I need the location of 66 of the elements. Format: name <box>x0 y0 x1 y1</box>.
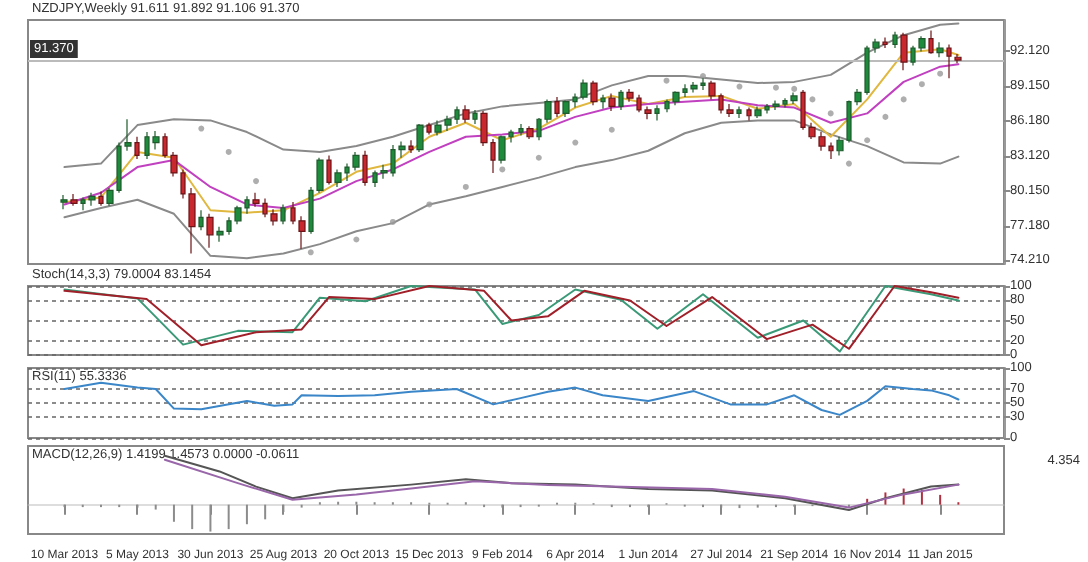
candlestick <box>690 81 698 93</box>
candlestick <box>526 125 534 140</box>
candlestick <box>518 123 524 137</box>
candlestick <box>498 134 506 165</box>
point <box>462 183 469 190</box>
candlestick <box>60 194 68 210</box>
point <box>736 83 743 90</box>
point <box>864 137 871 144</box>
candlestick <box>334 168 342 188</box>
candlestick <box>152 130 160 151</box>
candlestick <box>462 104 470 124</box>
candlestick <box>562 99 570 118</box>
point <box>918 81 925 88</box>
point <box>426 201 433 208</box>
candlestick <box>790 91 798 105</box>
point <box>253 178 260 185</box>
point <box>772 84 779 91</box>
point <box>663 77 670 84</box>
candlestick <box>772 99 780 111</box>
candlestick <box>882 36 888 49</box>
candlestick <box>954 53 962 64</box>
point <box>937 70 944 77</box>
candlestick <box>946 43 952 79</box>
point <box>608 126 615 133</box>
line-series <box>63 381 960 416</box>
point <box>307 249 314 256</box>
point <box>535 154 542 161</box>
candlestick <box>892 31 898 49</box>
candlestick <box>198 209 204 231</box>
candlestick <box>654 104 660 121</box>
candlestick <box>608 92 616 112</box>
point <box>353 236 360 243</box>
point <box>700 73 706 80</box>
point <box>389 218 396 225</box>
candlestick <box>88 192 96 207</box>
point <box>499 166 506 173</box>
point <box>827 110 834 117</box>
candlestick <box>736 105 742 119</box>
candlestick <box>98 191 104 207</box>
candlestick <box>900 32 908 71</box>
candlestick <box>554 96 560 118</box>
candlestick <box>416 123 424 153</box>
point <box>900 96 907 103</box>
point <box>882 113 889 120</box>
candlestick <box>618 89 624 111</box>
point <box>809 96 816 103</box>
point <box>225 148 232 155</box>
candlestick <box>408 139 414 154</box>
point <box>791 85 798 92</box>
candlestick <box>472 109 478 125</box>
candlestick <box>590 80 598 106</box>
candlestick <box>206 213 214 249</box>
candlestick <box>134 136 140 160</box>
candlestick <box>600 94 606 110</box>
candlestick <box>326 154 332 186</box>
candlestick <box>754 105 762 119</box>
candlestick <box>936 41 944 58</box>
candlestick <box>362 150 368 187</box>
candlestick <box>746 106 752 121</box>
candlestick <box>928 29 934 55</box>
point <box>845 160 852 167</box>
line-series <box>63 119 960 260</box>
candlestick <box>426 122 432 136</box>
candlestick <box>70 193 78 207</box>
candlestick <box>580 78 588 100</box>
candlestick <box>672 90 680 106</box>
